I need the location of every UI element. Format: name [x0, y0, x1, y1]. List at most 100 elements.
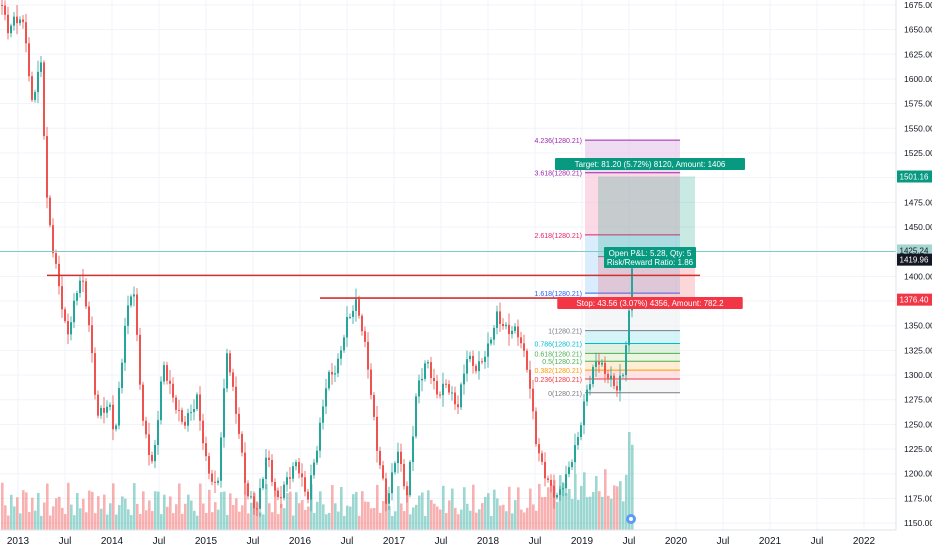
candle-body	[628, 310, 630, 346]
volume-bar	[574, 473, 577, 530]
candle-body	[367, 341, 369, 370]
candle-body	[118, 388, 120, 426]
volume-bar	[412, 507, 415, 530]
candle-body	[529, 369, 531, 389]
x-tick-label: 2016	[289, 536, 312, 547]
volume-bar	[232, 505, 235, 530]
candle-body	[328, 371, 330, 389]
long-position-tool[interactable]	[598, 176, 695, 300]
volume-bar	[130, 515, 133, 530]
volume-bar	[1, 482, 4, 530]
fib-level-label: 1.618(1280.21)	[535, 291, 582, 298]
volume-bar	[91, 491, 94, 530]
candle-body	[217, 480, 219, 483]
candle-body	[16, 16, 18, 24]
candle-body	[283, 484, 285, 499]
volume-bar	[187, 494, 190, 530]
volume-bar	[547, 487, 550, 530]
candle-body	[73, 300, 75, 323]
x-tick-label: Jul	[529, 536, 542, 547]
candle-body	[130, 296, 132, 306]
candle-body	[520, 337, 522, 344]
volume-bar	[25, 492, 28, 530]
volume-bar	[154, 491, 157, 530]
volume-bar	[364, 501, 367, 530]
candle-body	[214, 481, 216, 483]
candle-body	[106, 406, 108, 413]
target-label-box	[555, 158, 745, 170]
time-axis[interactable]: 2013 Jul 2014 Jul 2015 Jul 2016 Jul 2017 Jul 2018 J…	[0, 529, 896, 547]
volume-bar	[337, 511, 340, 530]
price-axis[interactable]: 1150.00 1175.00 1200.00 1225.00 1250.00 1275.…	[895, 0, 932, 530]
candle-body	[430, 362, 432, 379]
volume-bar	[223, 491, 226, 530]
candle-body	[517, 326, 519, 338]
candle-body	[553, 485, 555, 498]
target-zone[interactable]	[598, 176, 695, 257]
volume-bar	[322, 504, 325, 530]
volume-bar	[106, 514, 109, 530]
candle-body	[391, 472, 393, 494]
candle-body	[559, 489, 561, 495]
volume-bar	[463, 487, 466, 530]
candle-body	[544, 461, 546, 479]
candle-body	[37, 71, 39, 93]
candle-body	[316, 450, 318, 463]
volume-bar	[196, 515, 199, 530]
x-tick-label: 2014	[101, 536, 124, 547]
volume-bar	[457, 514, 460, 530]
volume-bar	[148, 500, 151, 530]
volume-bar	[514, 500, 517, 530]
y-tick-label: 1325.00	[904, 345, 932, 355]
volume-bar	[580, 485, 583, 530]
volume-bar	[436, 506, 439, 530]
volume-bar	[400, 503, 403, 530]
volume-bar	[616, 486, 619, 530]
volume-bar	[382, 501, 385, 530]
candle-body	[88, 306, 90, 326]
event-marker-dot	[629, 517, 633, 521]
volume-bar	[31, 497, 34, 530]
candle-body	[556, 494, 558, 498]
volume-bar	[421, 492, 424, 530]
volume-bar	[517, 487, 520, 530]
candle-body	[340, 350, 342, 359]
volume-bar	[451, 488, 454, 530]
volume-bar	[466, 503, 469, 530]
fib-level-label: 4.236(1280.21)	[535, 138, 582, 145]
candle-body	[163, 365, 165, 382]
candle-body	[358, 299, 360, 316]
volume-bar	[205, 513, 208, 530]
candle-body	[121, 362, 123, 389]
candle-body	[61, 286, 63, 310]
position-labels: Target: 81.20 (5.72%) 8120, Amount: 1406…	[555, 158, 745, 309]
candle-body	[388, 493, 390, 504]
volume-bar	[355, 491, 358, 530]
candle-body	[28, 43, 30, 77]
open-pnl-label: Open P&L: 5.28, Qty: 5	[609, 249, 692, 258]
fib-level-label: 0.786(1280.21)	[535, 341, 582, 348]
candle-body	[373, 394, 375, 417]
candle-body	[64, 309, 66, 322]
volume-bar	[373, 508, 376, 530]
volume-bar	[586, 497, 589, 530]
candle-body	[154, 444, 156, 462]
volume-bar	[430, 499, 433, 530]
volume-bar	[460, 509, 463, 530]
volume-bar	[142, 491, 145, 530]
candle-body	[157, 420, 159, 445]
volume-bar	[10, 494, 13, 530]
fib-level-label: 2.618(1280.21)	[535, 233, 582, 240]
volume-bar	[61, 507, 64, 530]
candle-body	[481, 361, 483, 363]
candle-body	[409, 462, 411, 496]
volume-bar	[556, 501, 559, 530]
y-tick-label: 1150.00	[904, 518, 932, 528]
fib-band	[585, 361, 680, 371]
grid	[0, 0, 896, 530]
event-markers[interactable]	[626, 514, 636, 524]
volume-bar	[529, 488, 532, 530]
candle-body	[574, 445, 576, 463]
